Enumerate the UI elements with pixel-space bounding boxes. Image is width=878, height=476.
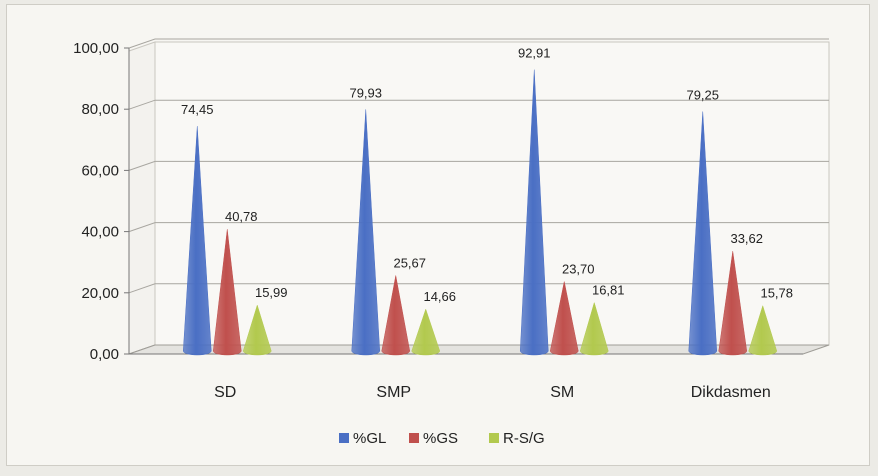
cone-gl-smp (351, 109, 381, 356)
cone-gs-smp (381, 275, 411, 356)
x-category-label: SMP (376, 384, 411, 401)
cone-gl-dikdasmen (688, 111, 718, 356)
data-labels: 74,45 40,78 15,99 79,93 25,67 14,66 92,91 23,70… (181, 46, 793, 304)
y-tick-label: 20,00 (81, 285, 119, 302)
chart-floor (128, 344, 830, 355)
y-tick-label: 100,00 (73, 40, 119, 57)
legend-item: %GS (409, 430, 458, 447)
side-wall (128, 41, 156, 355)
cone-gs-sm (549, 281, 579, 356)
data-label: 15,99 (255, 285, 288, 300)
cone-rsg-dikdasmen (748, 304, 778, 356)
y-tick-label: 60,00 (81, 162, 119, 179)
gridline (128, 222, 829, 233)
data-label: 79,93 (349, 85, 382, 100)
chart-frame: 0,00 20,00 40,00 60,00 80,00 100,00 74,45 40,7… (6, 4, 870, 466)
legend-swatch (489, 433, 499, 443)
cone-rsg-sd (242, 304, 272, 356)
cone-gs-dikdasmen (718, 251, 748, 356)
cone-gl-sd (182, 126, 212, 356)
x-axis: SD SMP SM Dikdasmen (214, 384, 771, 401)
data-label: 14,66 (423, 289, 456, 304)
data-label: 15,78 (760, 286, 793, 301)
x-category-label: SM (550, 384, 574, 401)
data-label: 79,25 (686, 87, 719, 102)
legend-item: R-S/G (489, 430, 545, 447)
cone-rsg-smp (411, 308, 441, 356)
data-label: 92,91 (518, 46, 551, 61)
data-label: 25,67 (393, 255, 426, 270)
legend-swatch (409, 433, 419, 443)
data-label: 40,78 (225, 209, 258, 224)
legend-swatch (339, 433, 349, 443)
y-tick-label: 0,00 (90, 346, 119, 363)
legend: %GL %GS R-S/G (339, 430, 545, 447)
y-tick-label: 80,00 (81, 101, 119, 118)
cone-gs-sd (212, 229, 242, 356)
data-label: 33,62 (730, 231, 763, 246)
x-category-label: SD (214, 384, 236, 401)
cone-chart: 0,00 20,00 40,00 60,00 80,00 100,00 74,45 40,7… (73, 38, 830, 447)
cone-gl-sm (519, 69, 549, 356)
gridline (128, 38, 829, 49)
y-axis: 0,00 20,00 40,00 60,00 80,00 100,00 (73, 40, 130, 363)
gridline (128, 99, 829, 110)
data-label: 23,70 (562, 261, 595, 276)
data-label: 16,81 (592, 283, 625, 298)
legend-item: %GL (339, 430, 386, 447)
y-tick-label: 40,00 (81, 224, 119, 241)
gridline (128, 283, 829, 294)
legend-label: %GL (353, 430, 386, 447)
cone-rsg-sm (579, 301, 609, 356)
legend-label: R-S/G (503, 430, 545, 447)
data-label: 74,45 (181, 102, 214, 117)
gridline (128, 160, 829, 171)
legend-label: %GS (423, 430, 458, 447)
cones (182, 69, 778, 356)
x-category-label: Dikdasmen (691, 384, 771, 401)
